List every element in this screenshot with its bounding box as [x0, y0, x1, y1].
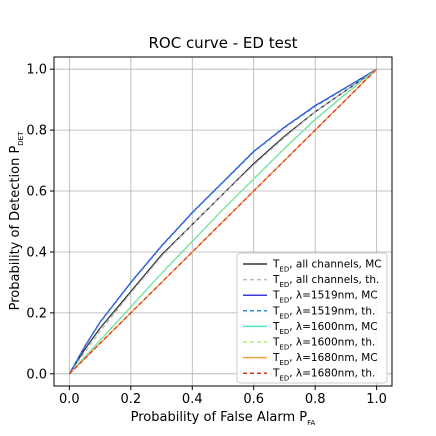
- y-tick-label: 0.6: [26, 185, 47, 200]
- x-tick-label: 0.0: [59, 392, 80, 407]
- legend-entry: TED, λ=1519nm, MC: [272, 290, 378, 305]
- series-line: [68, 68, 377, 375]
- legend-entry: TED, λ=1600nm, MC: [272, 321, 378, 336]
- x-tick-label: 0.4: [182, 392, 203, 407]
- x-tick-label: 0.8: [305, 392, 326, 407]
- plot-frame: [53, 56, 393, 387]
- y-tick-label: 0.8: [26, 124, 47, 139]
- y-tick-label: 0.2: [26, 306, 47, 321]
- legend-entry: TED, λ=1600nm, th.: [272, 337, 375, 352]
- y-tick-label: 0.4: [26, 245, 47, 260]
- legend-box: [236, 252, 388, 384]
- series-line: [68, 68, 378, 375]
- legend-entry: TED, λ=1680nm, th.: [272, 368, 375, 383]
- legend-entry: TED, all channels, MC: [272, 259, 382, 274]
- series-line: [68, 68, 378, 375]
- legend-entry: TED, all channels, th.: [272, 274, 379, 289]
- legend-entry: TED, λ=1680nm, MC: [272, 352, 378, 367]
- x-axis-label: Probability of False Alarm PFA: [131, 410, 316, 427]
- series-line: [68, 68, 377, 375]
- y-tick-label: 1.0: [26, 63, 47, 78]
- y-axis-label: Probability of Detection PDET: [8, 131, 25, 310]
- x-tick-label: 0.6: [243, 392, 264, 407]
- series-lines: [68, 68, 378, 375]
- axis-ticks: 0.0 0.2 0.4 0.6 0.8 1.0 0.0 0.2 0.4 0.6 0.8 1.0: [26, 63, 387, 407]
- y-tick-label: 0.0: [26, 367, 47, 382]
- x-tick-label: 1.0: [366, 392, 387, 407]
- legend-entry: TED, λ=1519nm, th.: [272, 305, 375, 320]
- chart-title: ROC curve - ED test: [148, 34, 297, 52]
- grid: [54, 57, 392, 386]
- x-tick-label: 0.2: [120, 392, 141, 407]
